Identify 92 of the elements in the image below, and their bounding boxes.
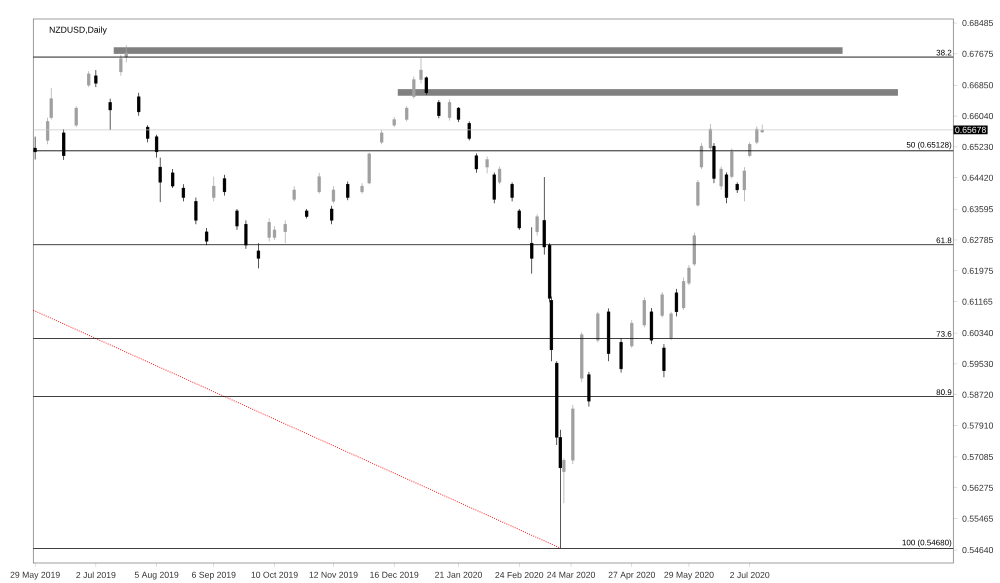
candlestick <box>424 76 428 96</box>
y-tick-label: 0.57085 <box>962 454 994 460</box>
x-tick-label: 16 Dec 2019 <box>370 572 418 578</box>
y-tick-label: 0.56275 <box>962 484 994 491</box>
candlestick <box>380 129 384 145</box>
candlestick <box>742 166 746 202</box>
y-tick-label: 0.61975 <box>962 268 994 274</box>
x-tick-label: 6 Sep 2019 <box>192 572 236 580</box>
y-tick-label: 0.66040 <box>962 113 994 120</box>
x-tick-label: 10 Oct 2019 <box>252 572 298 578</box>
candlestick <box>87 70 90 88</box>
candlestick <box>456 106 460 123</box>
x-tick-label: 12 Nov 2019 <box>310 572 358 578</box>
candlestick <box>124 44 128 63</box>
y-tick-label: 0.61165 <box>962 298 992 305</box>
candlestick <box>212 176 216 202</box>
candlestick <box>518 208 521 230</box>
candlestick <box>510 182 514 202</box>
candlestick <box>700 142 704 170</box>
y-tick-label: 0.58720 <box>962 392 994 398</box>
x-tick-label: 2 Jul 2020 <box>730 572 770 578</box>
candlestick <box>158 157 162 202</box>
y-tick-label: 0.62785 <box>962 236 994 244</box>
candlestick <box>755 126 758 145</box>
candlestick <box>182 184 186 202</box>
candlestick <box>194 197 198 225</box>
x-tick-label: 24 Mar 2020 <box>547 572 596 578</box>
y-tick-label: 0.55465 <box>962 516 994 522</box>
y-tick-label: 0.60340 <box>962 330 994 336</box>
y-tick-label: 0.57910 <box>962 422 994 429</box>
x-tick-label: 5 Aug 2019 <box>134 572 178 580</box>
y-tick-label: 0.68485 <box>962 20 994 26</box>
candlestick <box>346 181 350 201</box>
candlestick <box>108 98 112 130</box>
candlestick <box>318 172 321 194</box>
candlestick <box>330 206 334 225</box>
candlestick <box>332 186 336 204</box>
candlestick <box>360 182 364 194</box>
annotation: 73.6 <box>936 331 952 337</box>
candlestick <box>485 156 489 174</box>
ref-line-label: 50 (0.65128) <box>906 142 952 150</box>
candlestick <box>448 98 452 121</box>
candlestick <box>392 116 396 128</box>
candlestick <box>94 70 98 88</box>
candlestick <box>284 220 287 244</box>
y-tick-label: 0.67675 <box>962 50 994 57</box>
candlestick <box>222 174 226 196</box>
candlestick <box>660 292 664 318</box>
candlestick <box>171 168 174 188</box>
candlestick <box>724 172 728 204</box>
candlestick <box>562 458 566 504</box>
candlestick <box>437 100 440 119</box>
candlestick <box>662 344 666 378</box>
candlestick <box>146 124 150 143</box>
candlestick <box>474 153 478 174</box>
x-tick-label: 21 Jan 2020 <box>435 572 482 578</box>
annotation: 38.2 <box>936 50 952 56</box>
candlestick <box>119 54 122 76</box>
candlestick <box>292 186 296 202</box>
candlestick <box>412 76 416 99</box>
text: NZDUSD,Daily <box>50 26 107 35</box>
candlestick <box>468 121 471 141</box>
candlestick <box>137 92 140 116</box>
candlestick <box>674 288 678 317</box>
annotation: 61.8 <box>936 237 952 244</box>
candlestick <box>736 182 739 194</box>
y-tick-label: 0.65230 <box>962 144 994 150</box>
x-tick-label: 29 May 2020 <box>664 572 714 580</box>
candlestick <box>74 106 78 128</box>
annotation: 80.9 <box>936 389 952 396</box>
y-tick-label: 0.59530 <box>962 360 994 367</box>
candlestick <box>535 214 539 236</box>
candlestick <box>719 166 723 190</box>
candlestick <box>708 124 712 150</box>
candlestick <box>696 180 700 208</box>
ref-line-label: 0.65678 <box>955 126 986 133</box>
y-tick-label: 0.64420 <box>962 174 994 181</box>
x-tick-label: 2 Jul 2019 <box>76 572 116 578</box>
candlestick <box>405 106 408 122</box>
candlestick <box>235 208 239 230</box>
candlestick <box>419 58 423 84</box>
candlestick <box>748 142 752 158</box>
candlestick <box>498 166 502 185</box>
x-tick-label: 27 Apr 2020 <box>608 572 656 580</box>
candlestick <box>630 320 634 348</box>
y-tick-label: 0.63595 <box>962 206 994 212</box>
ref-line-label: 100 (0.54680) <box>902 539 952 547</box>
x-tick-label: 29 May 2019 <box>10 572 60 580</box>
candlestick <box>305 208 308 219</box>
y-tick-label: 0.54640 <box>962 547 994 554</box>
y-tick-label: 0.66850 <box>962 82 994 88</box>
x-tick-label: 24 Feb 2020 <box>495 572 544 578</box>
